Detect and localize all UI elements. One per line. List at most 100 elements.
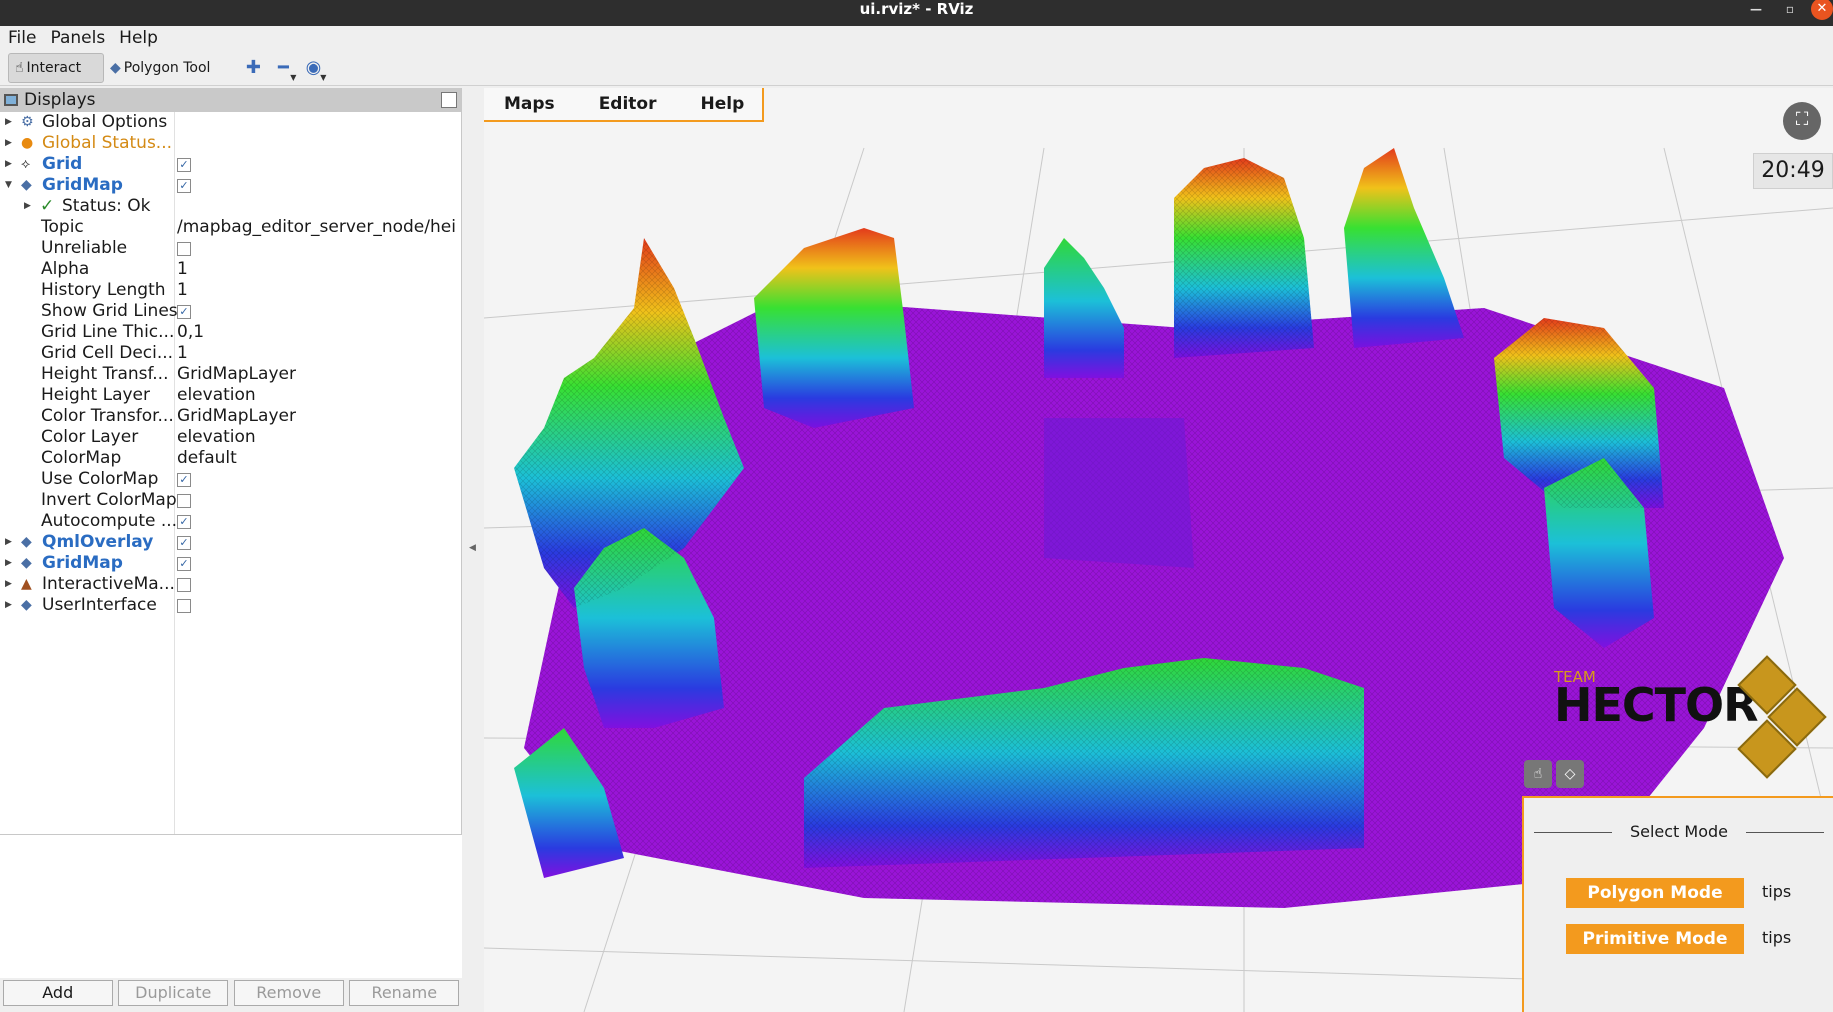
monitor-icon bbox=[4, 94, 18, 106]
prop-row-height-transformer[interactable]: Height Transf... GridMapLayer bbox=[0, 364, 461, 385]
rename-button[interactable]: Rename bbox=[349, 980, 460, 1006]
prop-row-color-layer[interactable]: Color Layer elevation bbox=[0, 427, 461, 448]
displays-panel: Displays ▶ ⚙ Global Options ▶ ● Global S… bbox=[0, 88, 462, 1008]
primitive-mode-button[interactable]: Primitive Mode bbox=[1566, 924, 1744, 954]
primitive-mode-tips[interactable]: tips bbox=[1762, 928, 1792, 947]
tree-row-interactive-markers[interactable]: ▶ ▲ InteractiveMa... bbox=[0, 574, 461, 595]
fullscreen-icon[interactable]: ⛶ bbox=[1783, 102, 1821, 140]
expand-arrow-icon[interactable]: ▶ bbox=[5, 117, 12, 127]
tree-row-gridmap[interactable]: ▼ ◆ GridMap ✓ bbox=[0, 175, 461, 196]
prop-row-grid-cell-decimation[interactable]: Grid Cell Deci... 1 bbox=[0, 343, 461, 364]
qmloverlay-enabled-checkbox[interactable]: ✓ bbox=[177, 536, 191, 550]
prop-row-color-transformer[interactable]: Color Transfor... GridMapLayer bbox=[0, 406, 461, 427]
prop-label: Grid Cell Deci... bbox=[41, 343, 174, 363]
hand-mode-icon[interactable]: ☝ bbox=[1524, 760, 1552, 788]
prop-row-colormap[interactable]: ColorMap default bbox=[0, 448, 461, 469]
expand-arrow-icon[interactable]: ▶ bbox=[5, 579, 12, 589]
prop-value[interactable]: 1 bbox=[177, 343, 188, 363]
interact-label: Interact bbox=[26, 59, 82, 76]
prop-value[interactable]: 0,1 bbox=[177, 322, 205, 342]
prop-label: Invert ColorMap bbox=[41, 490, 177, 510]
prop-row-invert-colormap[interactable]: Invert ColorMap bbox=[0, 490, 461, 511]
tree-row-global-options[interactable]: ▶ ⚙ Global Options bbox=[0, 112, 461, 133]
maximize-icon[interactable]: ▫ bbox=[1785, 2, 1795, 16]
diamond-icon: ◆ bbox=[21, 177, 32, 193]
remove-tool-icon[interactable]: ━ ▼ bbox=[278, 57, 297, 82]
interactive-markers-icon: ▲ bbox=[21, 576, 32, 592]
overlay-top-menu: Maps Editor Help bbox=[484, 88, 764, 122]
tree-row-global-status[interactable]: ▶ ● Global Status... bbox=[0, 133, 461, 154]
prop-value[interactable]: elevation bbox=[177, 385, 256, 405]
displays-title: Displays bbox=[24, 90, 96, 110]
minimize-icon[interactable]: — bbox=[1750, 2, 1762, 16]
expand-arrow-icon[interactable]: ▶ bbox=[5, 600, 12, 610]
overlay-menu-maps[interactable]: Maps bbox=[504, 94, 555, 114]
prop-row-alpha[interactable]: Alpha 1 bbox=[0, 259, 461, 280]
prop-row-show-grid-lines[interactable]: Show Grid Lines ✓ bbox=[0, 301, 461, 322]
add-button[interactable]: Add bbox=[2, 980, 113, 1006]
polygon-mode-tips[interactable]: tips bbox=[1762, 882, 1792, 901]
tree-label: Status: Ok bbox=[62, 196, 151, 216]
menu-file[interactable]: File bbox=[8, 28, 37, 48]
tree-row-grid[interactable]: ▶ ⟡ Grid ✓ bbox=[0, 154, 461, 175]
gridmap-enabled-checkbox[interactable]: ✓ bbox=[177, 179, 191, 193]
expand-arrow-icon[interactable]: ▶ bbox=[5, 537, 12, 547]
prop-row-height-layer[interactable]: Height Layer elevation bbox=[0, 385, 461, 406]
interact-tool-button[interactable]: ☝ Interact bbox=[8, 52, 104, 83]
autocompute-checkbox[interactable]: ✓ bbox=[177, 515, 191, 529]
expand-arrow-icon[interactable]: ▶ bbox=[24, 201, 31, 211]
menu-panels[interactable]: Panels bbox=[50, 28, 106, 48]
expand-arrow-icon[interactable]: ▶ bbox=[5, 138, 12, 148]
tree-row-qmloverlay[interactable]: ▶ ◆ QmlOverlay ✓ bbox=[0, 532, 461, 553]
close-icon[interactable]: ✕ bbox=[1811, 0, 1833, 20]
polygon-tool-button[interactable]: ◆ Polygon Tool bbox=[104, 53, 216, 83]
description-area bbox=[0, 834, 462, 994]
render-view[interactable]: Maps Editor Help ⛶ 20:49 TEAM HECTOR ☝ ◇… bbox=[484, 88, 1833, 1012]
invert-colormap-checkbox[interactable] bbox=[177, 494, 191, 508]
gridmap-2-enabled-checkbox[interactable]: ✓ bbox=[177, 557, 191, 571]
window-controls: — ▫ ✕ bbox=[1739, 0, 1833, 20]
grid-icon: ⟡ bbox=[21, 156, 31, 172]
grid-enabled-checkbox[interactable]: ✓ bbox=[177, 158, 191, 172]
overlay-menu-help[interactable]: Help bbox=[700, 94, 745, 114]
prop-row-history-length[interactable]: History Length 1 bbox=[0, 280, 461, 301]
polygon-mode-icon[interactable]: ◇ bbox=[1556, 760, 1584, 788]
eye-icon[interactable]: ◉ ▼ bbox=[305, 57, 327, 82]
tree-row-user-interface[interactable]: ▶ ◆ UserInterface bbox=[0, 595, 461, 616]
expand-arrow-icon[interactable]: ▶ bbox=[5, 159, 12, 169]
tree-row-status[interactable]: ▶ ✓ Status: Ok bbox=[0, 196, 461, 217]
remove-button[interactable]: Remove bbox=[233, 980, 344, 1006]
unreliable-checkbox[interactable] bbox=[177, 242, 191, 256]
map-3d-render[interactable] bbox=[484, 88, 1833, 1012]
overlay-menu-editor[interactable]: Editor bbox=[598, 94, 657, 114]
panel-splitter[interactable]: ◀ bbox=[462, 88, 484, 1008]
collapse-arrow-icon[interactable]: ▼ bbox=[5, 180, 12, 190]
prop-row-grid-line-thickness[interactable]: Grid Line Thic... 0,1 bbox=[0, 322, 461, 343]
panel-float-checkbox[interactable] bbox=[441, 92, 457, 108]
expand-arrow-icon[interactable]: ▶ bbox=[5, 558, 12, 568]
duplicate-button[interactable]: Duplicate bbox=[118, 980, 229, 1006]
interactive-markers-checkbox[interactable] bbox=[177, 578, 191, 592]
user-interface-checkbox[interactable] bbox=[177, 599, 191, 613]
use-colormap-checkbox[interactable]: ✓ bbox=[177, 473, 191, 487]
prop-value[interactable]: elevation bbox=[177, 427, 256, 447]
displays-tree: ▶ ⚙ Global Options ▶ ● Global Status... … bbox=[0, 112, 461, 852]
prop-value[interactable]: GridMapLayer bbox=[177, 364, 296, 384]
prop-row-autocompute[interactable]: Autocompute ... ✓ bbox=[0, 511, 461, 532]
prop-value[interactable]: /mapbag_editor_server_node/hei... bbox=[177, 217, 457, 237]
prop-row-use-colormap[interactable]: Use ColorMap ✓ bbox=[0, 469, 461, 490]
collapse-left-icon[interactable]: ◀ bbox=[469, 543, 476, 553]
menu-help[interactable]: Help bbox=[119, 28, 158, 48]
show-grid-lines-checkbox[interactable]: ✓ bbox=[177, 305, 191, 319]
prop-value[interactable]: GridMapLayer bbox=[177, 406, 296, 426]
polygon-mode-button[interactable]: Polygon Mode bbox=[1566, 878, 1744, 908]
prop-label: Color Transfor... bbox=[41, 406, 174, 426]
prop-row-unreliable[interactable]: Unreliable bbox=[0, 238, 461, 259]
select-mode-title: Select Mode bbox=[1534, 822, 1824, 841]
add-tool-icon[interactable]: ✚ bbox=[245, 57, 261, 78]
prop-value[interactable]: 1 bbox=[177, 259, 188, 279]
prop-value[interactable]: default bbox=[177, 448, 237, 468]
prop-row-topic[interactable]: Topic /mapbag_editor_server_node/hei... bbox=[0, 217, 461, 238]
prop-value[interactable]: 1 bbox=[177, 280, 188, 300]
tree-row-gridmap-2[interactable]: ▶ ◆ GridMap ✓ bbox=[0, 553, 461, 574]
